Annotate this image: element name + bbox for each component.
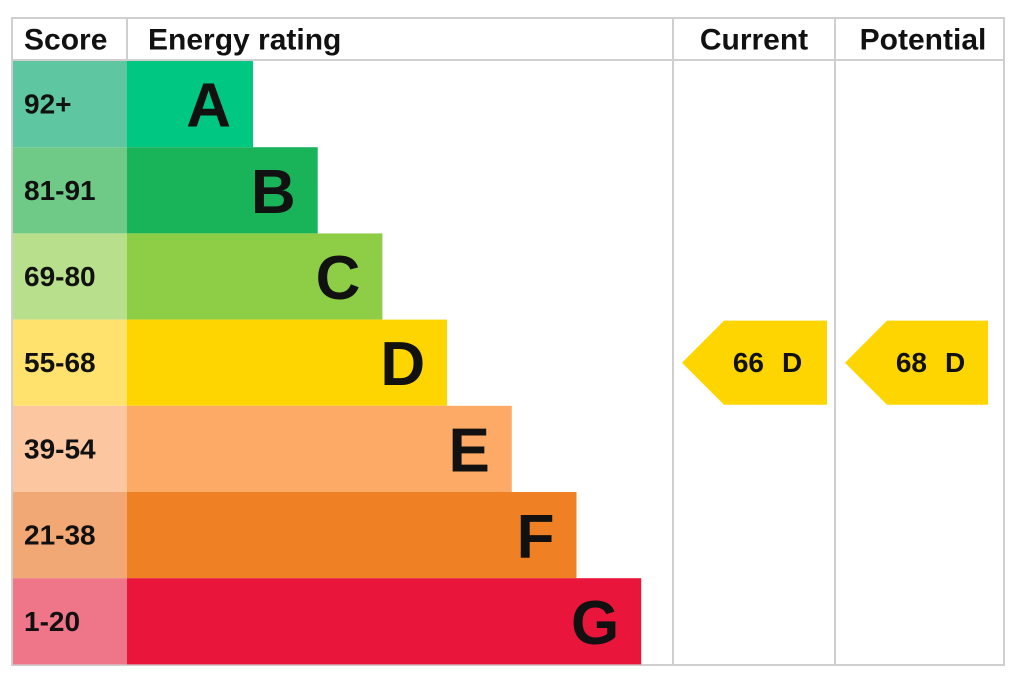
score-label: 55-68 bbox=[24, 347, 96, 378]
score-label: 69-80 bbox=[24, 261, 96, 292]
score-cell bbox=[13, 319, 127, 406]
current-band: D bbox=[782, 347, 802, 378]
rating-bar bbox=[127, 578, 642, 665]
current-value: 66 bbox=[733, 347, 764, 378]
rating-bar bbox=[127, 319, 448, 406]
score-cell bbox=[13, 61, 127, 148]
potential-band: D bbox=[945, 347, 965, 378]
score-label: 1-20 bbox=[24, 606, 80, 637]
rating-bar bbox=[127, 492, 577, 579]
band-letter: A bbox=[186, 72, 231, 141]
band-letter: B bbox=[251, 158, 296, 227]
score-cell bbox=[13, 492, 127, 579]
header-current: Current bbox=[700, 24, 808, 57]
score-cell bbox=[13, 147, 127, 234]
header-potential: Potential bbox=[860, 24, 987, 57]
header-score: Score bbox=[24, 24, 107, 57]
band-letter: G bbox=[571, 589, 619, 658]
score-label: 39-54 bbox=[24, 433, 96, 464]
potential-arrow bbox=[845, 320, 988, 405]
rating-bar bbox=[127, 405, 512, 492]
band-letter: C bbox=[316, 244, 361, 313]
rating-bar bbox=[127, 233, 383, 320]
rating-bar bbox=[127, 61, 253, 148]
band-letter: F bbox=[517, 503, 555, 572]
score-cell bbox=[13, 578, 127, 665]
band-letter: D bbox=[380, 330, 425, 399]
frame bbox=[11, 17, 1005, 666]
current-arrow bbox=[682, 320, 827, 405]
score-label: 21-38 bbox=[24, 520, 96, 551]
potential-value: 68 bbox=[896, 347, 927, 378]
score-cell bbox=[13, 233, 127, 320]
band-letter: E bbox=[448, 416, 489, 485]
header-rating: Energy rating bbox=[148, 24, 341, 57]
score-label: 92+ bbox=[24, 89, 72, 120]
score-label: 81-91 bbox=[24, 175, 96, 206]
rating-bar bbox=[127, 147, 318, 234]
score-cell bbox=[13, 405, 127, 492]
